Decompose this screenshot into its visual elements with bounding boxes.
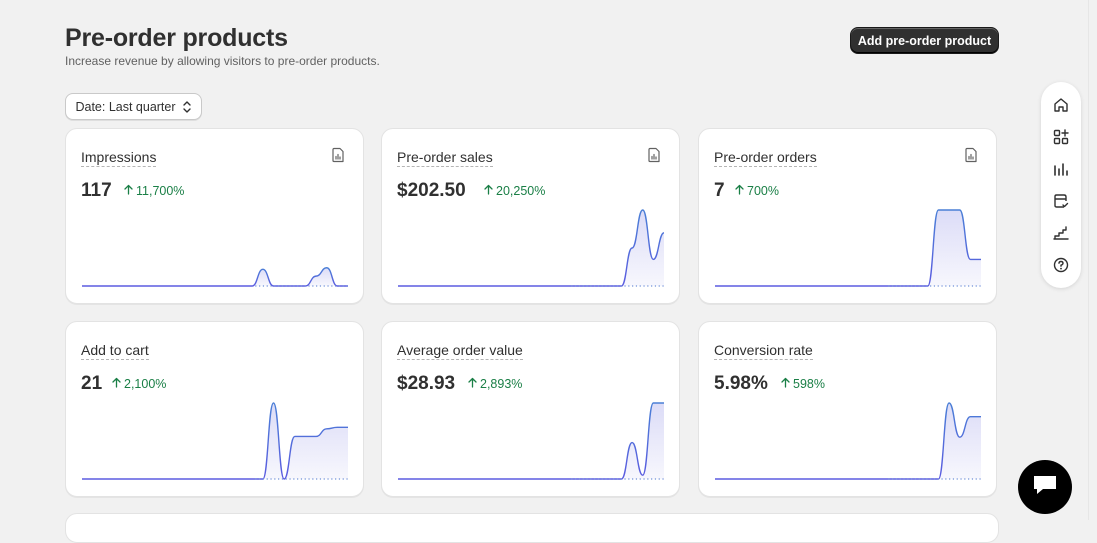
metric-value: 117 bbox=[81, 180, 112, 201]
arrow-up-icon bbox=[484, 183, 493, 199]
side-rail bbox=[1041, 82, 1081, 288]
metric-card: Pre-order sales $202.50 20,250% bbox=[381, 128, 680, 304]
metric-card: Pre-order orders 7 700% bbox=[698, 128, 997, 304]
arrow-up-icon bbox=[112, 376, 121, 392]
metric-card-title[interactable]: Impressions bbox=[81, 149, 157, 167]
metric-card-title[interactable]: Pre-order orders bbox=[714, 149, 817, 167]
metric-change: 700% bbox=[735, 183, 779, 199]
metric-change: 2,100% bbox=[112, 376, 166, 392]
metric-change-value: 20,250% bbox=[496, 184, 546, 198]
sparkline-chart bbox=[398, 402, 664, 480]
date-range-label: Date: Last quarter bbox=[75, 99, 176, 114]
select-arrows-icon bbox=[182, 100, 192, 114]
sparkline-chart bbox=[398, 209, 664, 287]
metric-value: $28.93 bbox=[397, 373, 456, 394]
scrollbar[interactable] bbox=[1088, 0, 1097, 520]
sparkline-area bbox=[715, 210, 981, 286]
metric-change-value: 2,893% bbox=[480, 377, 523, 391]
metric-change-value: 2,100% bbox=[124, 377, 167, 391]
metric-card: Average order value $28.93 2,893% bbox=[381, 321, 680, 497]
metric-card-title[interactable]: Conversion rate bbox=[714, 342, 813, 360]
chat-icon bbox=[1031, 472, 1059, 503]
metric-value: $202.50 bbox=[397, 180, 466, 201]
metric-value: 5.98% bbox=[714, 373, 768, 394]
add-pre-order-product-button[interactable]: Add pre-order product bbox=[850, 27, 999, 54]
sparkline-line bbox=[715, 209, 981, 287]
page-subtitle: Increase revenue by allowing visitors to… bbox=[65, 54, 380, 68]
sparkline-chart bbox=[715, 209, 981, 287]
chat-button[interactable] bbox=[1018, 460, 1072, 514]
arrow-up-icon bbox=[124, 183, 133, 199]
sparkline-chart bbox=[82, 267, 348, 287]
arrow-up-icon bbox=[781, 376, 790, 392]
sparkline-area bbox=[82, 267, 348, 286]
metric-change: 598% bbox=[781, 376, 825, 392]
help-icon[interactable] bbox=[1052, 256, 1070, 274]
sparkline-line bbox=[398, 209, 664, 287]
metric-value: 21 bbox=[81, 373, 103, 394]
metric-card-title[interactable]: Average order value bbox=[397, 342, 523, 360]
metric-card-title[interactable]: Pre-order sales bbox=[397, 149, 493, 167]
metric-card: Conversion rate 5.98% 598% bbox=[698, 321, 997, 497]
sparkline-area bbox=[82, 403, 348, 479]
metric-change: 20,250% bbox=[484, 183, 545, 199]
metric-change-value: 598% bbox=[793, 377, 825, 391]
stairs-icon[interactable] bbox=[1052, 224, 1070, 242]
sparkline-line bbox=[82, 402, 348, 480]
arrow-up-icon bbox=[468, 376, 477, 392]
sparkline-line bbox=[715, 402, 981, 480]
sparkline-line bbox=[82, 267, 348, 287]
metric-card-title[interactable]: Add to cart bbox=[81, 342, 149, 360]
report-icon[interactable] bbox=[646, 147, 662, 163]
sparkline-chart bbox=[715, 402, 981, 480]
document-check-icon[interactable] bbox=[1052, 192, 1070, 210]
home-icon[interactable] bbox=[1052, 96, 1070, 114]
metric-change: 2,893% bbox=[468, 376, 522, 392]
page-title: Pre-order products bbox=[65, 24, 288, 52]
sparkline-line bbox=[398, 402, 664, 480]
sparkline-area bbox=[398, 210, 664, 286]
metric-card: Add to cart 21 2,100% bbox=[65, 321, 364, 497]
report-icon[interactable] bbox=[330, 147, 346, 163]
metric-change-value: 700% bbox=[747, 184, 779, 198]
report-icon[interactable] bbox=[963, 147, 979, 163]
sparkline-chart bbox=[82, 402, 348, 480]
date-range-picker[interactable]: Date: Last quarter bbox=[65, 93, 202, 120]
apps-add-icon[interactable] bbox=[1052, 128, 1070, 146]
sparkline-area bbox=[715, 403, 981, 479]
metric-value: 7 bbox=[714, 180, 725, 201]
bar-chart-icon[interactable] bbox=[1052, 160, 1070, 178]
bottom-section-card bbox=[65, 513, 999, 543]
metric-card: Impressions 117 11,700% bbox=[65, 128, 364, 304]
metric-change: 11,700% bbox=[124, 183, 184, 199]
sparkline-area bbox=[398, 403, 664, 479]
metric-change-value: 11,700% bbox=[136, 184, 185, 198]
arrow-up-icon bbox=[735, 183, 744, 199]
